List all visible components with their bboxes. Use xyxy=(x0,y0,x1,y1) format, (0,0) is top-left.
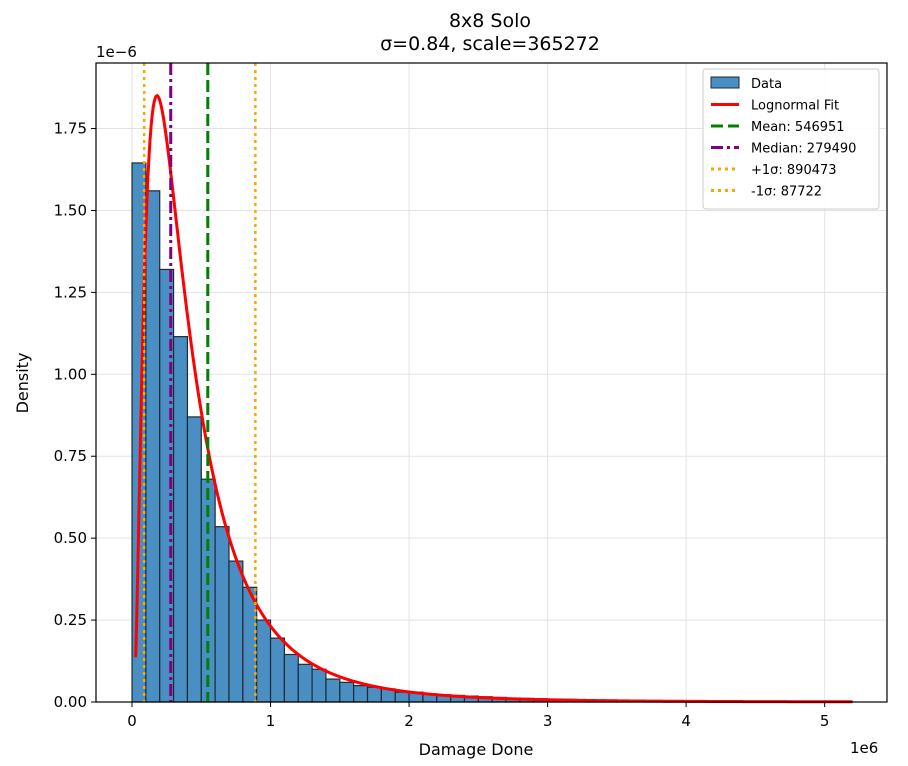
x-tick-label: 5 xyxy=(820,712,830,730)
histogram-bar xyxy=(145,190,161,703)
histogram-bar xyxy=(131,162,147,703)
histogram-bar xyxy=(311,668,327,703)
histogram-bar xyxy=(228,560,244,703)
x-axis-label: Damage Done xyxy=(419,740,534,759)
y-tick-label: 0.00 xyxy=(54,693,87,711)
y-offset-label: 1e−6 xyxy=(96,43,137,61)
histogram-bar xyxy=(366,686,382,703)
x-tick-label: 3 xyxy=(543,712,553,730)
y-tick-label: 1.00 xyxy=(54,365,87,383)
legend-box xyxy=(702,68,880,210)
chart-subtitle: σ=0.84, scale=365272 xyxy=(380,33,600,55)
legend-label: Mean: 546951 xyxy=(751,120,845,135)
y-tick-label: 1.25 xyxy=(54,283,87,301)
histogram-bar xyxy=(186,416,202,703)
x-tick-label: 2 xyxy=(404,712,414,730)
histogram-bar xyxy=(353,685,369,703)
axis-ticks: 0 1 2 3 4 5 0.00 0.25 0.50 0.75 1.00 1.25 1.50 1.75 xyxy=(54,120,830,730)
histogram-bar xyxy=(339,681,355,703)
histogram-bar xyxy=(394,691,410,703)
histogram-bar xyxy=(214,526,230,703)
y-axis-label: Density xyxy=(13,353,32,414)
histogram-bar xyxy=(172,336,189,703)
histogram-bar xyxy=(269,637,285,703)
x-offset-label: 1e6 xyxy=(850,739,878,757)
chart-title: 8x8 Solo xyxy=(449,10,531,32)
x-tick-label: 0 xyxy=(127,712,137,730)
y-tick-label: 0.50 xyxy=(54,529,87,547)
y-tick-label: 1.75 xyxy=(54,120,87,138)
y-tick-label: 1.50 xyxy=(54,201,87,219)
legend-swatch xyxy=(710,76,740,89)
histogram-bar xyxy=(256,619,272,703)
legend-label: -1σ: 87722 xyxy=(751,185,822,200)
y-tick-label: 0.25 xyxy=(54,611,87,629)
reference-lines xyxy=(142,63,257,702)
legend: Data Lognormal Fit Mean: 546951 Median: 279… xyxy=(702,68,880,210)
y-tick-label: 0.75 xyxy=(54,447,87,465)
x-tick-label: 4 xyxy=(681,712,691,730)
legend-label: Data xyxy=(751,77,782,92)
histogram-bar xyxy=(325,678,341,703)
x-tick-label: 1 xyxy=(266,712,276,730)
legend-label: Median: 279490 xyxy=(751,142,856,157)
plot-frame xyxy=(95,62,888,703)
histogram-bars xyxy=(131,162,853,703)
legend-label: Lognormal Fit xyxy=(751,99,839,114)
legend-label: +1σ: 890473 xyxy=(751,163,837,178)
histogram-bar xyxy=(283,653,299,703)
histogram-bar xyxy=(297,663,313,703)
